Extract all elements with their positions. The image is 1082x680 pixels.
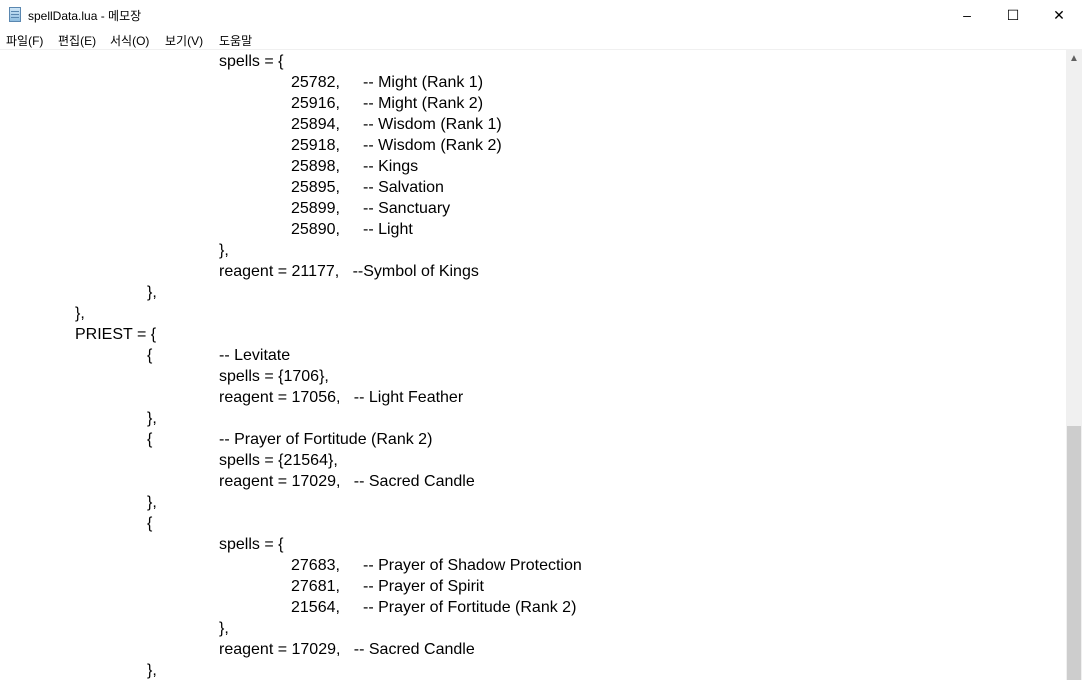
code-line: }, (3, 620, 229, 637)
code-line: 25890, -- Light (3, 221, 413, 238)
code-line: 25918, -- Wisdom (Rank 2) (3, 137, 502, 154)
menu-file[interactable]: 파일(F) (6, 34, 44, 48)
code-line: 25782, -- Might (Rank 1) (3, 74, 484, 91)
code-line: reagent = 17029, -- Sacred Candle (3, 473, 475, 490)
maximize-button[interactable]: ☐ (1006, 6, 1020, 23)
code-line: 27683, -- Prayer of Shadow Protection (3, 557, 582, 574)
code-line: }, (3, 305, 85, 322)
code-line: PRIEST = { (3, 326, 157, 343)
code-line: 25916, -- Might (Rank 2) (3, 95, 484, 112)
code-line: 25899, -- Sanctuary (3, 200, 451, 217)
code-line: { -- Prayer of Fortitude (Rank 2) (3, 431, 433, 448)
code-line: }, (3, 284, 157, 301)
text-editor[interactable]: spells = { 25782, -- Might (Rank 1) 2591… (0, 50, 1066, 680)
code-line: reagent = 17029, -- Sacred Candle (3, 641, 475, 658)
code-line: spells = { (3, 53, 284, 70)
code-line: }, (3, 242, 229, 259)
code-line: 25898, -- Kings (3, 158, 419, 175)
code-line: 21564, -- Prayer of Fortitude (Rank 2) (3, 599, 577, 616)
code-line: }, (3, 494, 157, 511)
notepad-icon (9, 7, 21, 22)
code-line: { (3, 515, 153, 532)
menu-bar: 파일(F) 편집(E) 서식(O) 보기(V) 도움말 (0, 30, 1082, 49)
code-line: }, (3, 662, 157, 679)
code-line: 25894, -- Wisdom (Rank 1) (3, 116, 502, 133)
vertical-scrollbar[interactable]: ▲ (1066, 50, 1082, 680)
code-line: spells = {1706}, (3, 368, 329, 385)
menu-edit[interactable]: 편집(E) (58, 34, 97, 48)
code-line: { -- Levitate (3, 347, 291, 364)
code-line: 27681, -- Prayer of Spirit (3, 578, 484, 595)
window-title: spellData.lua - 메모장 (28, 9, 142, 23)
code-line: reagent = 21177, --Symbol of Kings (3, 263, 479, 280)
scroll-up-arrow-icon[interactable]: ▲ (1069, 53, 1079, 64)
scrollbar-thumb[interactable] (1067, 426, 1081, 680)
menu-help[interactable]: 도움말 (219, 34, 253, 48)
menu-format[interactable]: 서식(O) (110, 34, 150, 48)
code-line: spells = {21564}, (3, 452, 338, 469)
code-line: spells = { (3, 536, 284, 553)
divider (0, 49, 1082, 50)
code-line: reagent = 17056, -- Light Feather (3, 389, 464, 406)
title-bar: spellData.lua - 메모장 – ☐ ✕ (0, 0, 1082, 30)
menu-view[interactable]: 보기(V) (165, 34, 204, 48)
code-line: }, (3, 410, 157, 427)
code-line: 25895, -- Salvation (3, 179, 444, 196)
close-button[interactable]: ✕ (1053, 6, 1065, 23)
minimize-button[interactable]: – (963, 7, 971, 23)
